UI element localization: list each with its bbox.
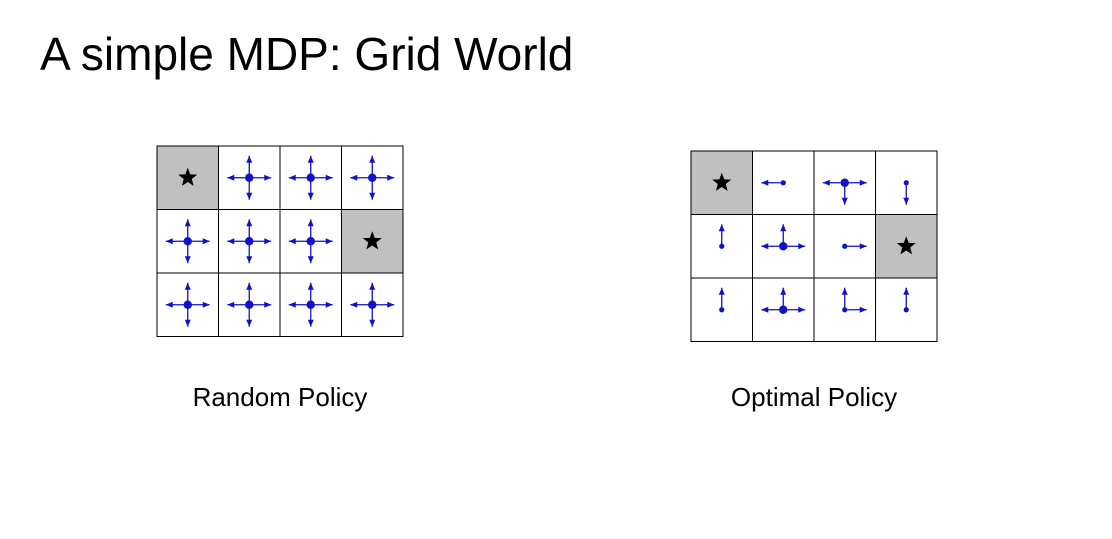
- grid-cell: [156, 272, 219, 337]
- arrow-up-icon: [718, 287, 725, 310]
- grid-cell: [218, 272, 281, 337]
- state-dot-icon: [368, 173, 377, 182]
- grid-cell: [279, 145, 342, 210]
- grid-cell: [875, 214, 938, 279]
- state-dot-icon: [368, 300, 377, 309]
- grid-cell: [752, 214, 815, 279]
- state-dot-icon: [903, 307, 909, 313]
- grid-cell: [690, 214, 753, 279]
- star-icon: [178, 167, 198, 186]
- grid-cell: [875, 150, 938, 215]
- grid-cell: [813, 214, 876, 279]
- grid-cell: [279, 209, 342, 274]
- grid-cell: [341, 272, 404, 337]
- grid-cell: [690, 277, 753, 342]
- arrow-up-icon: [903, 287, 910, 310]
- grid-cell: [341, 145, 404, 210]
- state-dot-icon: [842, 307, 848, 313]
- state-dot-icon: [779, 305, 788, 314]
- grid-cell: [156, 145, 219, 210]
- state-dot-icon: [719, 307, 725, 313]
- state-dot-icon: [245, 300, 254, 309]
- state-dot-icon: [780, 180, 786, 186]
- star-icon: [362, 231, 382, 250]
- state-dot-icon: [183, 300, 192, 309]
- grid-cell: [218, 145, 281, 210]
- arrow-down-icon: [903, 182, 910, 205]
- random-policy-cells: [156, 145, 404, 337]
- grid-cell: [875, 277, 938, 342]
- state-dot-icon: [245, 173, 254, 182]
- page-title: A simple MDP: Grid World: [40, 28, 574, 80]
- random-policy-caption: Random Policy: [192, 382, 368, 412]
- star-icon: [712, 172, 732, 191]
- grid-cell: [813, 277, 876, 342]
- state-dot-icon: [245, 237, 254, 246]
- state-dot-icon: [903, 180, 909, 186]
- state-dot-icon: [842, 243, 848, 249]
- state-dot-icon: [306, 173, 315, 182]
- star-icon: [896, 236, 916, 255]
- state-dot-icon: [306, 237, 315, 246]
- arrow-right-icon: [844, 306, 867, 313]
- optimal-policy-cells: [690, 150, 938, 342]
- state-dot-icon: [779, 242, 788, 251]
- grid-cell: [218, 209, 281, 274]
- state-dot-icon: [840, 178, 849, 187]
- grid-cell: [752, 150, 815, 215]
- arrow-right-icon: [844, 243, 867, 250]
- state-dot-icon: [183, 237, 192, 246]
- grid-cell: [690, 150, 753, 215]
- grid-cell: [156, 209, 219, 274]
- arrow-left-icon: [761, 179, 784, 186]
- grid-cell: [752, 277, 815, 342]
- arrow-up-icon: [718, 224, 725, 247]
- grid-cell: [279, 272, 342, 337]
- state-dot-icon: [306, 300, 315, 309]
- arrow-up-icon: [841, 287, 848, 310]
- optimal-policy-caption: Optimal Policy: [730, 382, 898, 412]
- state-dot-icon: [719, 243, 725, 249]
- grid-cell: [813, 150, 876, 215]
- grid-cell: [341, 209, 404, 274]
